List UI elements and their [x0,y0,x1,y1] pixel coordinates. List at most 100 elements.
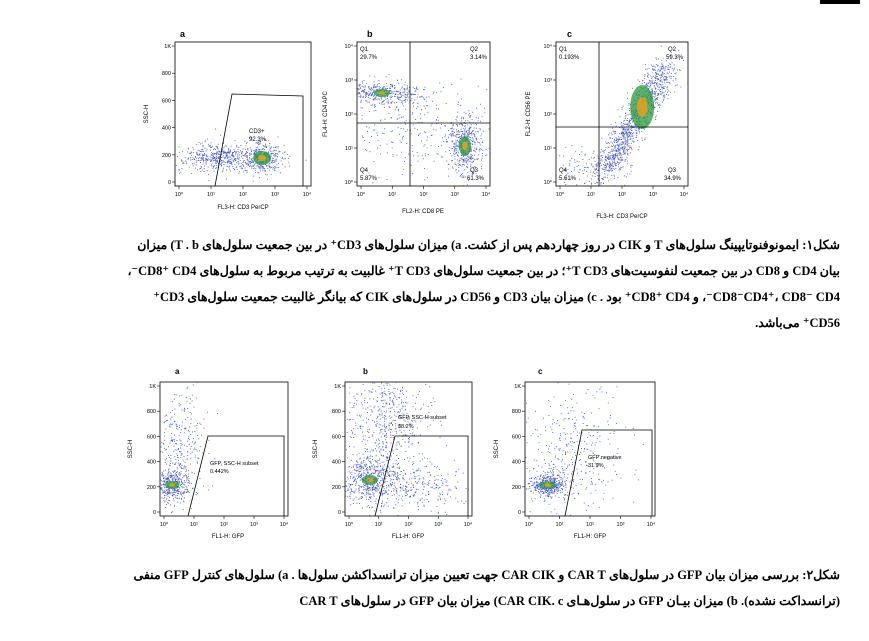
event-dot [471,134,473,136]
event-dot [668,94,670,96]
event-dot [417,155,419,157]
event-dot [245,143,247,145]
event-dot [625,123,627,125]
event-dot [184,408,186,410]
event-dot [663,92,665,94]
panel-letter: b [367,29,373,39]
event-dot [179,487,181,488]
event-dot [237,151,239,152]
event-dot [180,471,182,473]
event-dot [362,82,364,84]
event-dot [365,496,367,498]
event-dot [180,456,182,458]
event-dot [183,475,185,477]
event-dot [628,129,630,131]
event-dot [377,473,379,475]
event-dot [407,418,408,420]
event-dot [372,450,374,452]
event-dot [378,386,380,387]
event-dot [371,489,373,491]
event-dot [417,93,419,95]
event-dot [211,162,213,164]
event-dot [469,127,471,129]
event-dot [362,473,364,475]
event-dot [164,481,166,483]
event-dot [661,59,663,61]
event-dot [203,150,205,152]
event-dot [365,488,367,490]
event-dot [401,87,403,89]
event-dot [416,107,417,109]
event-dot [460,154,462,156]
event-dot [403,91,405,93]
event-dot [362,96,364,97]
event-dot [216,152,218,154]
event-dot [407,93,409,95]
event-dot [654,68,656,70]
event-dot [662,84,664,86]
event-dot [357,92,359,94]
event-dot [385,90,387,92]
event-dot [443,141,445,143]
event-dot [657,68,659,70]
y-axis-label: FL4-H: CD4 APC [323,90,329,136]
event-dot [211,146,213,147]
event-dot [614,154,616,155]
event-dot [429,474,431,476]
event-dot [655,78,656,80]
event-dot [612,161,613,163]
event-dot [622,134,624,136]
event-dot [441,137,443,139]
event-dot [670,66,672,68]
event-dot [366,493,367,495]
event-dot [393,92,395,94]
event-dot [162,473,164,475]
event-dot [398,411,400,413]
event-dot [402,489,404,491]
event-dot [667,81,669,83]
event-dot [237,149,239,151]
event-dot [664,70,666,72]
event-dot [660,84,662,86]
event-dot [418,479,420,481]
event-dot [180,445,182,447]
event-dot [484,112,486,114]
event-dot [192,146,194,148]
event-dot [382,467,384,469]
event-dot [262,167,264,169]
event-dot [235,154,237,156]
event-dot [251,161,253,163]
event-dot [178,474,180,476]
event-dot [392,437,394,438]
event-dot [476,139,478,141]
event-dot [394,388,396,389]
event-dot [626,151,628,153]
event-dot [617,159,619,160]
event-dot [198,457,200,459]
event-dot [616,144,618,146]
event-dot [181,394,183,396]
event-dot [175,394,177,396]
event-dot [180,466,182,468]
event-dot [187,489,188,491]
event-dot [246,157,248,159]
event-dot [264,149,266,151]
event-dot [248,161,250,163]
event-dot [615,153,617,155]
event-dot [632,140,634,142]
event-dot [196,153,198,155]
event-dot [230,161,232,163]
event-dot [374,481,375,483]
event-dot [175,443,177,445]
event-dot [402,116,404,118]
event-dot [454,147,456,149]
event-dot [382,86,384,88]
event-dot [370,95,372,97]
event-dot [364,465,366,467]
event-dot [393,466,395,468]
event-dot [474,170,476,172]
event-dot [256,150,258,152]
event-dot [404,90,406,92]
event-dot [233,159,235,161]
event-dot [399,415,401,417]
